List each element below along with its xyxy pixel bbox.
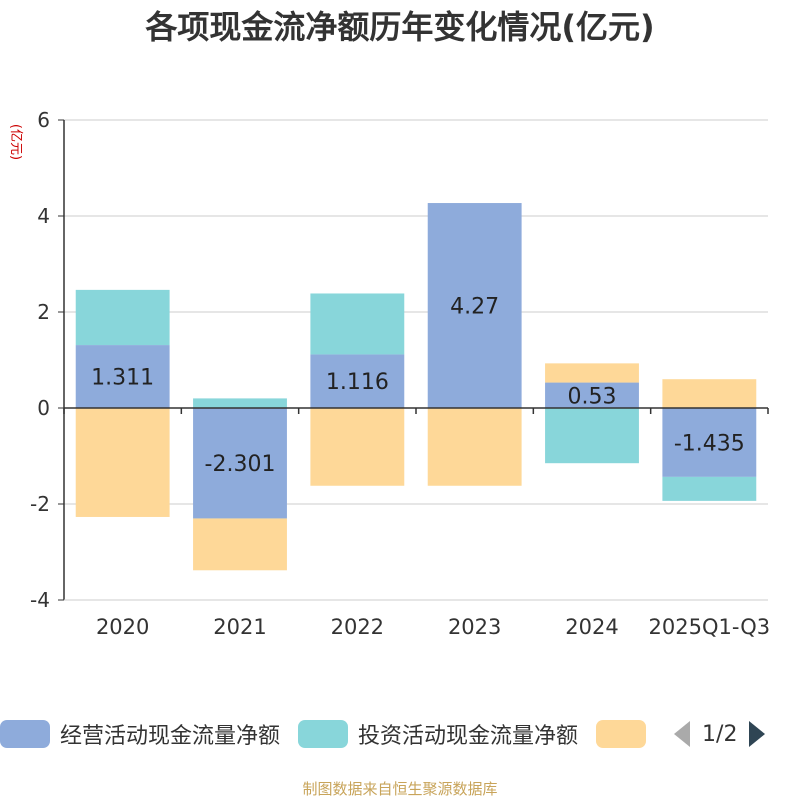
y-tick-label: -4 bbox=[30, 588, 50, 612]
bar-investing-2021 bbox=[193, 398, 287, 408]
x-tick-label: 2020 bbox=[96, 615, 149, 639]
data-label: 1.116 bbox=[326, 370, 389, 395]
data-label: 1.311 bbox=[91, 366, 154, 391]
legend-swatch-investing bbox=[298, 720, 349, 748]
bar-operating-2021 bbox=[193, 408, 287, 519]
bar-operating-2020 bbox=[75, 345, 170, 408]
legend-swatch-operating bbox=[0, 720, 50, 748]
bar-financing-2025Q1-Q3 bbox=[662, 379, 757, 408]
bar-investing-2025Q1-Q3 bbox=[662, 476, 757, 501]
y-tick-label: 0 bbox=[37, 396, 50, 420]
bar-financing-2024 bbox=[545, 363, 639, 383]
bar-investing-2024 bbox=[545, 408, 639, 464]
y-axis-label: (亿元) bbox=[8, 124, 23, 160]
bar-investing-2022 bbox=[310, 293, 405, 355]
legend-label-operating: 经营活动现金流量净额 bbox=[60, 724, 281, 749]
x-tick-label: 2021 bbox=[213, 615, 266, 639]
bar-operating-2022 bbox=[310, 354, 405, 408]
chart-title: 各项现金流净额历年变化情况(亿元) bbox=[145, 8, 655, 46]
bar-investing-2020 bbox=[75, 289, 170, 346]
bar-financing-2023 bbox=[427, 408, 522, 486]
data-source-note: 制图数据来自恒生聚源数据库 bbox=[302, 780, 498, 798]
y-tick-label: -2 bbox=[30, 492, 50, 516]
legend-swatch-financing bbox=[596, 720, 647, 748]
x-tick-label: 2023 bbox=[448, 615, 501, 639]
bar-operating-2023 bbox=[427, 203, 522, 408]
bar-financing-2021 bbox=[193, 518, 287, 571]
x-tick-label: 2025Q1-Q3 bbox=[649, 615, 771, 639]
y-tick-label: 2 bbox=[37, 300, 50, 324]
bar-financing-2022 bbox=[310, 408, 405, 486]
data-label: -2.301 bbox=[205, 452, 276, 477]
bar-financing-2020 bbox=[75, 408, 170, 517]
legend-item-financing[interactable] bbox=[596, 720, 656, 748]
legend-next-page-icon[interactable] bbox=[749, 721, 766, 747]
legend-item-investing[interactable]: 投资活动现金流量净额 bbox=[298, 718, 578, 750]
legend-pager: 1/2 bbox=[674, 721, 766, 747]
bar-operating-2025Q1-Q3 bbox=[662, 408, 757, 477]
chart-canvas: (亿元) 6 4 2 0 -2 -4 2020 2021 2022 2023 2024 2025Q1… bbox=[8, 108, 771, 639]
legend-page-indicator: 1/2 bbox=[702, 721, 738, 747]
y-tick-label: 4 bbox=[37, 204, 50, 228]
data-label: -1.435 bbox=[674, 431, 745, 456]
legend-prev-page-icon[interactable] bbox=[674, 721, 691, 747]
legend: 经营活动现金流量净额 投资活动现金流量净额 1/2 bbox=[0, 716, 800, 752]
data-label: 4.27 bbox=[450, 295, 499, 320]
bar-operating-2024 bbox=[545, 382, 639, 408]
legend-item-operating[interactable]: 经营活动现金流量净额 bbox=[0, 718, 280, 750]
data-label: 0.53 bbox=[568, 384, 617, 409]
legend-label-investing: 投资活动现金流量净额 bbox=[358, 724, 579, 749]
x-tick-label: 2024 bbox=[565, 615, 618, 639]
y-tick-label: 6 bbox=[37, 108, 50, 132]
x-tick-label: 2022 bbox=[331, 615, 384, 639]
